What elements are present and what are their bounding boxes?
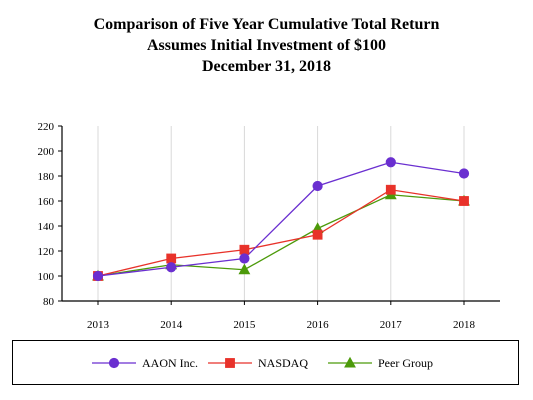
legend-label-aaon-inc: AAON Inc. <box>142 356 198 370</box>
legend-frame <box>12 340 519 385</box>
x-tick-label-2017: 2017 <box>380 319 403 331</box>
x-tick-label-2013: 2013 <box>87 319 110 331</box>
series-line-peer-group <box>97 194 465 277</box>
point-aaon-inc-2018 <box>458 168 470 179</box>
point-nasdaq-2017 <box>385 184 396 195</box>
legend-marker-aaon-inc <box>108 357 120 369</box>
point-nasdaq-2018 <box>459 196 469 206</box>
legend-label-nasdaq: NASDAQ <box>258 356 308 370</box>
y-tick-label-220: 220 <box>38 121 55 133</box>
y-tick-label-100: 100 <box>38 271 55 283</box>
point-nasdaq-2016 <box>312 229 323 240</box>
x-tick-label-2014: 2014 <box>160 319 183 331</box>
y-tick-label-180: 180 <box>38 171 55 183</box>
point-aaon-inc-2015 <box>239 253 250 264</box>
point-aaon-inc-2017 <box>385 157 396 168</box>
point-peer-group-2015 <box>238 263 251 275</box>
legend-label-peer-group: Peer Group <box>378 356 433 370</box>
point-aaon-inc-2016 <box>312 180 323 192</box>
title-line-2: Assumes Initial Investment of $100 <box>146 37 387 54</box>
point-aaon-inc-2014 <box>166 262 177 273</box>
point-aaon-inc-2013 <box>92 270 104 282</box>
y-tick-label-200: 200 <box>38 146 55 158</box>
point-nasdaq-2015 <box>239 244 250 255</box>
y-tick-label-140: 140 <box>38 221 55 233</box>
legend-marker-peer-group <box>344 356 356 368</box>
y-tick-label-120: 120 <box>38 246 55 258</box>
point-nasdaq-2014 <box>166 253 177 264</box>
y-tick-label-80: 80 <box>43 296 55 308</box>
legend-marker-nasdaq <box>225 358 235 368</box>
title-line-1: Comparison of Five Year Cumulative Total… <box>93 16 440 33</box>
x-tick-label-2015: 2015 <box>233 319 256 331</box>
series-line-nasdaq <box>97 189 465 277</box>
x-tick-label-2016: 2016 <box>307 319 330 331</box>
x-tick-label-2018: 2018 <box>453 319 476 331</box>
y-tick-label-160: 160 <box>38 196 55 208</box>
title-line-3: December 31, 2018 <box>202 58 331 75</box>
chart-title: Comparison of Five Year Cumulative Total… <box>0 14 533 77</box>
series-line-aaon-inc <box>97 161 465 277</box>
